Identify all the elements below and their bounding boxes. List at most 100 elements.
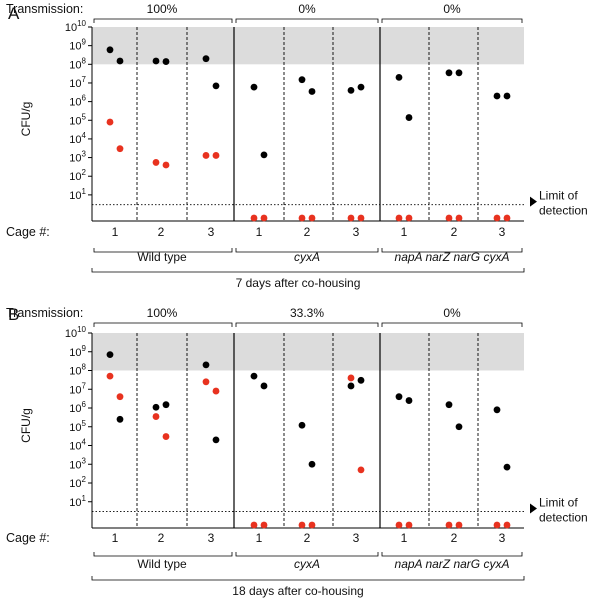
transmission-value: 100% (147, 306, 178, 320)
data-point-red (357, 466, 365, 474)
transmission-bracket (93, 18, 233, 23)
y-tick-label: 108 (69, 56, 86, 71)
data-point-red (405, 521, 413, 529)
data-point-black (298, 76, 306, 84)
y-tick-label: 106 (69, 94, 86, 109)
data-point-black (308, 460, 316, 468)
data-point-black (152, 57, 160, 65)
data-point-red (455, 214, 463, 222)
cage-number: 1 (256, 225, 263, 239)
data-point-black (455, 423, 463, 431)
group-bracket (235, 552, 379, 557)
transmission-bracket (381, 322, 523, 327)
data-point-red (162, 433, 170, 440)
lod-label-line2: detection (539, 204, 588, 218)
data-point-red (250, 214, 258, 222)
group-name: Wild type (137, 557, 187, 571)
transmission-label: Transmission: (6, 306, 83, 320)
group-name: napA narZ narG cyxA (395, 557, 510, 571)
data-point-red (106, 372, 114, 380)
y-tick-label: 104 (69, 131, 86, 146)
cage-number: 1 (401, 531, 408, 545)
data-point-black (212, 436, 220, 444)
data-point-black (357, 376, 365, 384)
transmission-bracket (93, 322, 233, 327)
data-point-red (347, 374, 355, 382)
group-name: cyxA (294, 557, 320, 571)
transmission-value: 0% (443, 2, 461, 16)
data-point-black (445, 401, 453, 409)
transmission-bracket (235, 322, 379, 327)
group-bracket (381, 552, 523, 557)
transmission-bracket (235, 18, 379, 23)
data-point-black (202, 55, 210, 63)
data-point-black (260, 382, 268, 390)
data-point-red (116, 145, 124, 153)
lod-arrow (530, 503, 537, 514)
data-point-black (298, 421, 306, 429)
cage-number: 1 (112, 531, 119, 545)
panel-letter: A (8, 4, 20, 23)
cage-label: Cage #: (6, 531, 50, 545)
data-point-red (202, 152, 210, 159)
cage-number: 2 (158, 225, 165, 239)
lod-label-line1: Limit of (539, 189, 578, 203)
group-name: napA narZ narG cyxA (395, 250, 510, 264)
cage-number: 3 (208, 225, 215, 239)
cage-number: 3 (353, 225, 360, 239)
lod-arrow (530, 196, 537, 207)
y-tick-label: 103 (69, 456, 86, 471)
data-point-red (162, 161, 170, 169)
data-point-black (162, 58, 170, 65)
data-point-black (308, 88, 316, 95)
caption-bracket (91, 268, 525, 273)
data-point-black (212, 82, 220, 90)
data-point-black (152, 403, 160, 411)
y-tick-label: 105 (69, 112, 86, 127)
data-point-red (405, 214, 413, 222)
lod-label-line1: Limit of (539, 496, 578, 510)
cage-number: 3 (499, 531, 506, 545)
cage-number: 3 (353, 531, 360, 545)
data-point-black (347, 86, 355, 94)
data-point-black (106, 46, 114, 54)
transmission-value: 0% (298, 2, 316, 16)
cage-number: 2 (451, 225, 458, 239)
transmission-value: 33.3% (290, 306, 324, 320)
data-point-red (152, 159, 160, 166)
data-point-red (212, 387, 220, 395)
data-point-red (308, 521, 316, 529)
data-point-red (493, 521, 501, 529)
y-tick-label: 107 (69, 75, 86, 90)
caption-bracket (91, 576, 525, 581)
data-point-red (445, 521, 453, 529)
data-point-black (162, 401, 170, 409)
data-point-red (260, 214, 268, 222)
group-name: Wild type (137, 250, 187, 264)
cage-number: 1 (256, 531, 263, 545)
cage-number: 2 (304, 531, 311, 545)
group-bracket (93, 248, 233, 253)
cage-label: Cage #: (6, 225, 50, 239)
cage-number: 1 (112, 225, 119, 239)
y-axis-label: CFU/g (19, 408, 33, 443)
transmission-bracket (381, 18, 523, 23)
y-tick-label: 102 (69, 168, 86, 183)
data-point-red (260, 521, 268, 529)
y-tick-label: 101 (69, 187, 86, 202)
y-axis-label: CFU/g (19, 102, 33, 137)
panel-letter: B (8, 305, 19, 324)
data-point-red (395, 521, 403, 529)
data-point-red (503, 214, 511, 222)
data-point-black (503, 92, 511, 100)
data-point-black (493, 406, 501, 414)
transmission-value: 0% (443, 306, 461, 320)
data-point-black (445, 69, 453, 77)
group-name: cyxA (294, 250, 320, 264)
y-tick-label: 103 (69, 150, 86, 165)
shaded-band (92, 333, 524, 371)
y-tick-label: 108 (69, 363, 86, 378)
